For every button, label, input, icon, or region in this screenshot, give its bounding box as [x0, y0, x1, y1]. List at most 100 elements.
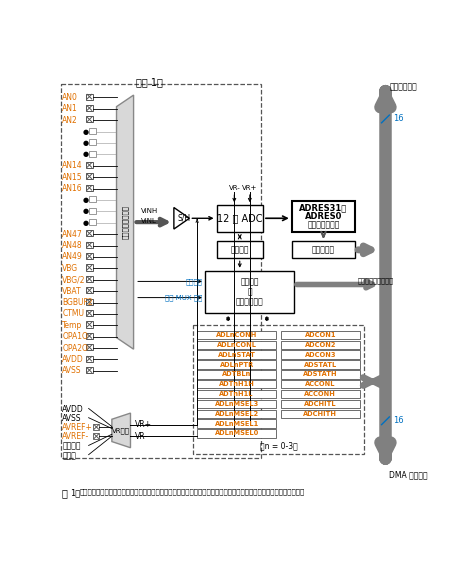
- Text: VINH: VINH: [141, 208, 158, 214]
- Bar: [197, 370, 276, 379]
- Text: ADCON2: ADCON2: [305, 342, 336, 348]
- Bar: [86, 162, 93, 168]
- Text: ADLnMSEL3: ADLnMSEL3: [214, 401, 259, 407]
- Text: ADLnMSEL2: ADLnMSEL2: [214, 411, 259, 417]
- Bar: [61, 83, 260, 458]
- Text: ●: ●: [83, 151, 89, 157]
- Bar: [197, 360, 276, 369]
- Text: VR-: VR-: [135, 431, 148, 441]
- Text: 输入 MUX 控制: 输入 MUX 控制: [165, 294, 202, 301]
- Bar: [86, 333, 93, 339]
- Text: ADSTATL: ADSTATL: [304, 362, 337, 367]
- Bar: [197, 340, 276, 349]
- Text: ●: ●: [83, 220, 89, 226]
- Bar: [281, 350, 360, 359]
- Bar: [86, 105, 93, 111]
- Text: AN15: AN15: [62, 173, 83, 181]
- Bar: [86, 344, 93, 350]
- Text: ADTnH1L: ADTnH1L: [219, 391, 254, 397]
- Bar: [281, 400, 360, 408]
- Text: 内部带隙: 内部带隙: [62, 441, 81, 451]
- Text: VINL: VINL: [141, 218, 156, 224]
- Bar: [281, 330, 360, 339]
- Polygon shape: [174, 207, 189, 229]
- Text: 转换逻辑: 转换逻辑: [230, 245, 249, 254]
- Bar: [89, 150, 95, 157]
- Bar: [197, 330, 276, 339]
- Text: ADTBLn: ADTBLn: [222, 372, 251, 377]
- Bar: [217, 205, 263, 232]
- Text: （n = 0-3）: （n = 0-3）: [260, 441, 297, 450]
- Bar: [86, 265, 93, 271]
- Text: ADCHITL: ADCHITL: [304, 401, 337, 407]
- Text: AN48: AN48: [62, 241, 83, 250]
- Text: 1。: 1。: [70, 488, 80, 498]
- Text: 并非所有器件上都实现了所有模拟输入通道和参考电唸选项。关于已实现选项的具体信息，请参见具体器件的数据手册。: 并非所有器件上都实现了所有模拟输入通道和参考电唸选项。关于已实现选项的具体信息，…: [79, 488, 305, 495]
- Text: ADLnCONL: ADLnCONL: [217, 342, 257, 348]
- Bar: [93, 433, 100, 439]
- Text: 控制逻辑: 控制逻辑: [240, 277, 259, 286]
- Text: OPA2O: OPA2O: [62, 343, 88, 353]
- Bar: [281, 390, 360, 399]
- Text: 16: 16: [393, 114, 404, 123]
- Text: AN1: AN1: [62, 104, 78, 113]
- Bar: [197, 419, 276, 428]
- Bar: [89, 196, 95, 203]
- Text: ADLnMSEL1: ADLnMSEL1: [214, 421, 259, 427]
- Text: ADTnH1H: ADTnH1H: [219, 381, 254, 387]
- Bar: [86, 322, 93, 328]
- Bar: [281, 370, 360, 379]
- Bar: [86, 310, 93, 316]
- Bar: [197, 410, 276, 418]
- Text: 编号源: 编号源: [62, 451, 76, 460]
- Text: ADSTATH: ADSTATH: [303, 372, 337, 377]
- Bar: [86, 116, 93, 123]
- Text: VBG: VBG: [62, 264, 78, 273]
- Text: ADCON3: ADCON3: [305, 352, 336, 357]
- Polygon shape: [112, 413, 130, 448]
- Bar: [86, 253, 93, 259]
- Bar: [86, 356, 93, 362]
- Text: ACCONH: ACCONH: [304, 391, 336, 397]
- Text: 采样控制: 采样控制: [185, 278, 202, 285]
- Bar: [197, 390, 276, 399]
- Text: CTMU: CTMU: [62, 309, 84, 318]
- Text: ●: ●: [83, 129, 89, 134]
- Bar: [281, 360, 360, 369]
- Text: AVDD: AVDD: [62, 405, 84, 414]
- Text: VBAT: VBAT: [62, 286, 82, 296]
- Bar: [86, 230, 93, 237]
- Bar: [86, 299, 93, 305]
- Text: ADCON1: ADCON1: [305, 332, 336, 338]
- Text: 输入通道多路开关: 输入通道多路开关: [122, 205, 128, 239]
- Text: VR+: VR+: [135, 420, 152, 429]
- Bar: [86, 242, 93, 248]
- Text: Temp: Temp: [62, 321, 83, 330]
- Text: BGBUF2: BGBUF2: [62, 298, 93, 307]
- Text: DMA 数据总线: DMA 数据总线: [390, 471, 428, 480]
- Bar: [93, 424, 100, 430]
- Text: ADLnPTR: ADLnPTR: [219, 362, 254, 367]
- Text: （结果缓冲区）: （结果缓冲区）: [307, 221, 340, 230]
- Polygon shape: [117, 95, 134, 349]
- Text: AN0: AN0: [62, 93, 78, 102]
- Bar: [197, 350, 276, 359]
- Text: 注: 注: [61, 488, 67, 498]
- Bar: [89, 139, 95, 146]
- Bar: [197, 400, 276, 408]
- Text: ADRES31，: ADRES31，: [299, 204, 348, 212]
- Text: 和: 和: [247, 287, 252, 296]
- Text: ●: ●: [83, 197, 89, 203]
- Bar: [86, 185, 93, 191]
- Text: AN49: AN49: [62, 252, 83, 261]
- Text: AVDD: AVDD: [62, 355, 84, 364]
- Text: AVSS: AVSS: [62, 366, 82, 376]
- Text: VBG/2: VBG/2: [62, 275, 86, 284]
- Text: （注 1）: （注 1）: [136, 77, 163, 87]
- Text: ●: ●: [83, 208, 89, 214]
- Text: 采样列表排序: 采样列表排序: [236, 297, 263, 306]
- Text: AN47: AN47: [62, 230, 83, 239]
- Text: 阈値检测和比较数据: 阈値检测和比较数据: [358, 278, 394, 284]
- Bar: [86, 287, 93, 294]
- Text: AVSS: AVSS: [62, 414, 82, 423]
